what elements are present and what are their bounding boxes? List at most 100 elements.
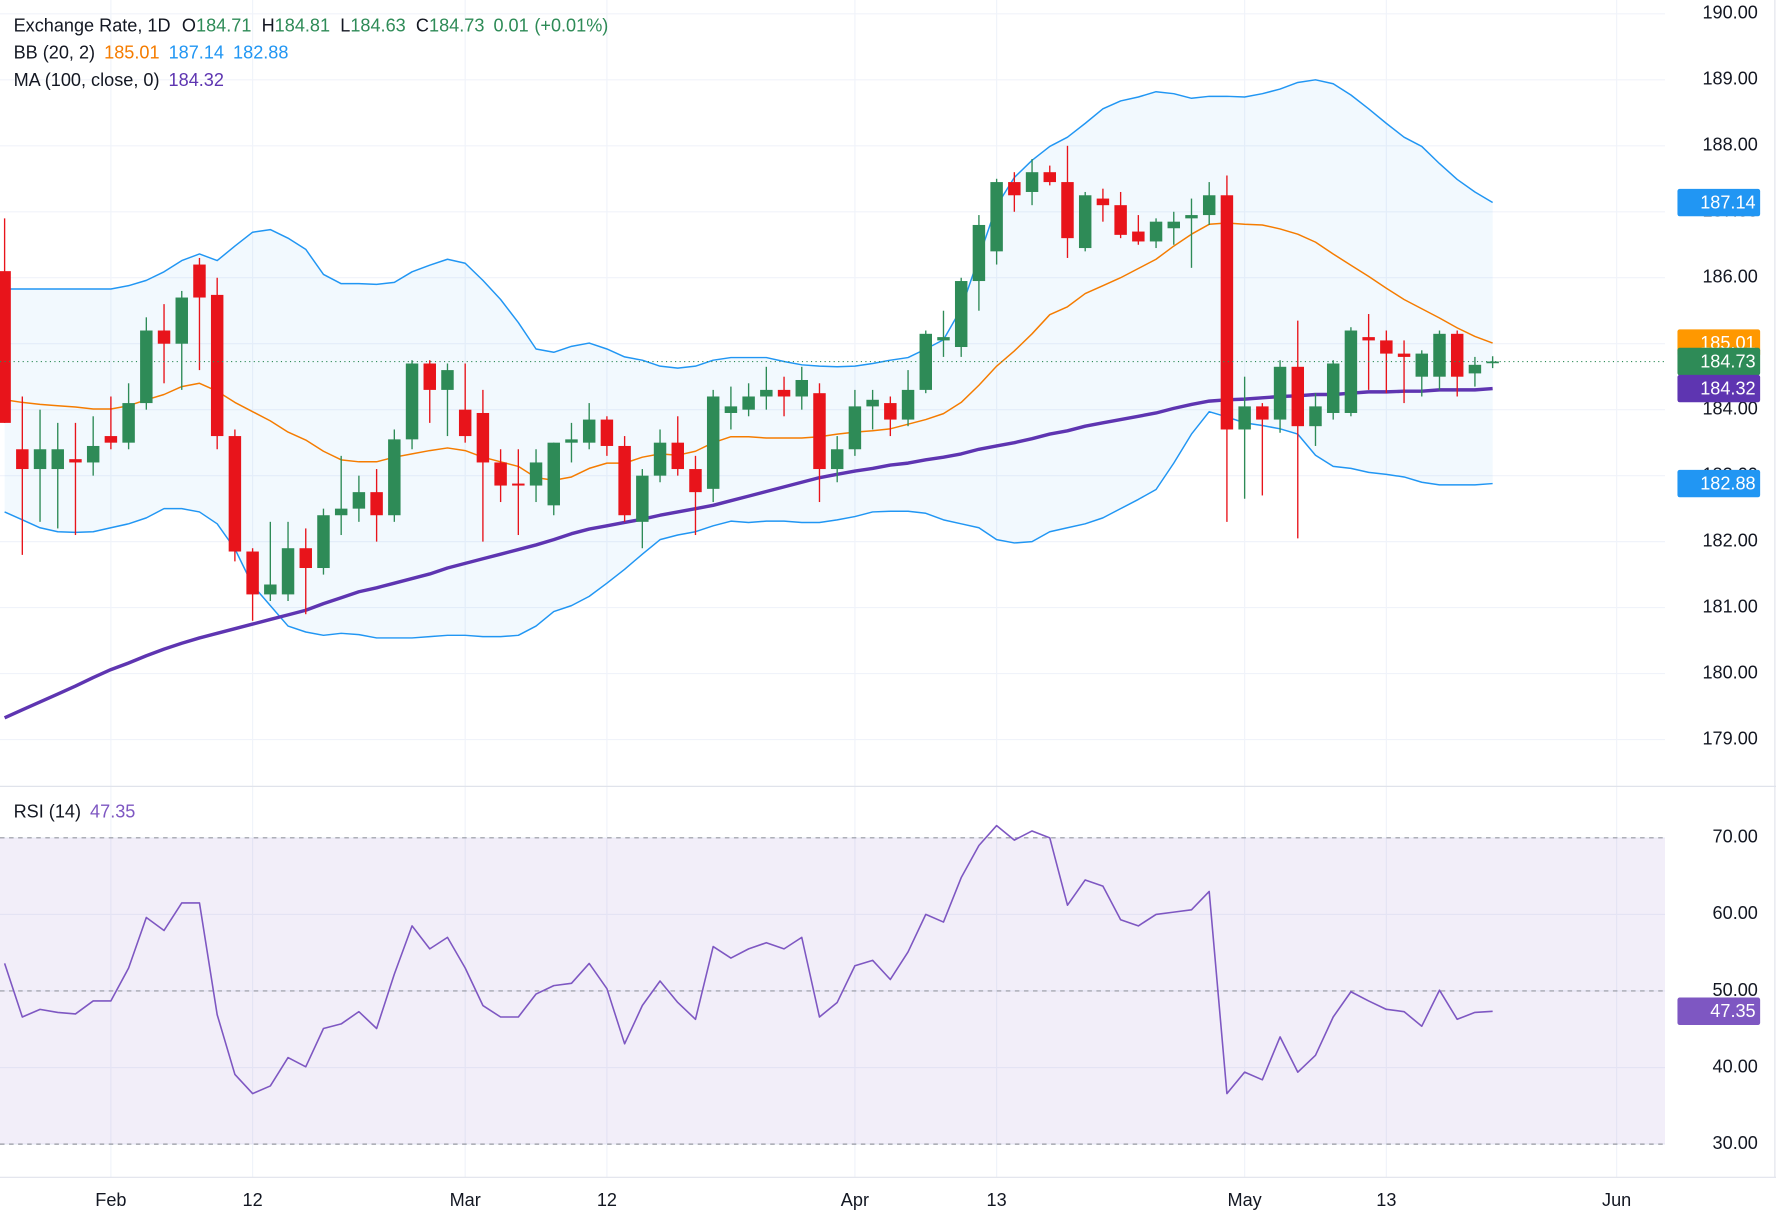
y-tick-label: 186.00 xyxy=(1702,267,1757,287)
candle-body xyxy=(760,389,773,397)
candle-body xyxy=(1167,221,1181,229)
candle-body xyxy=(742,396,755,410)
candle-body xyxy=(1043,172,1056,183)
candle-body xyxy=(777,389,791,397)
candle-body xyxy=(157,330,171,344)
price-badge-label: 187.14 xyxy=(1700,192,1755,212)
candle-body xyxy=(954,281,968,348)
candle-body xyxy=(228,436,242,552)
candle-body xyxy=(937,337,950,341)
candle-body xyxy=(317,515,330,569)
candle-body xyxy=(281,548,295,595)
candle-body xyxy=(1291,366,1305,427)
candle-body xyxy=(405,363,419,440)
candle-body xyxy=(441,370,454,390)
candle-body xyxy=(476,412,490,463)
legend-text: 184.73 xyxy=(429,15,484,35)
candle-body xyxy=(1256,406,1269,420)
candle-body xyxy=(512,483,525,486)
rsi-tick-label: 40.00 xyxy=(1713,1056,1758,1076)
legend-text: 184.81 xyxy=(275,15,330,35)
x-tick-label: Mar xyxy=(450,1190,481,1210)
y-tick-label: 189.00 xyxy=(1702,69,1757,89)
candle-body xyxy=(1433,333,1446,377)
candle-body xyxy=(299,548,312,569)
candle-body xyxy=(1114,205,1127,235)
legend-text: C xyxy=(416,15,429,35)
y-tick-label: 179.00 xyxy=(1702,728,1757,748)
candle-body xyxy=(352,492,366,509)
x-tick-label: 12 xyxy=(597,1190,617,1210)
candle-body xyxy=(334,508,348,516)
legend-text: 184.32 xyxy=(169,70,224,90)
candle-body xyxy=(1397,353,1411,357)
legend-text: L xyxy=(340,15,350,35)
legend-text: 184.63 xyxy=(350,15,405,35)
y-tick-label: 188.00 xyxy=(1702,135,1757,155)
candle-body xyxy=(423,363,436,390)
price-badge xyxy=(1677,469,1761,498)
header-rsi: RSI (14) 47.35 xyxy=(14,801,136,821)
y-tick-label: 182.00 xyxy=(1702,530,1757,550)
candle-body xyxy=(246,551,259,595)
candle-body xyxy=(901,389,915,420)
candle-body xyxy=(1185,215,1198,219)
candle-body xyxy=(830,449,844,470)
candle-body xyxy=(1486,361,1499,364)
x-tick-label: Feb xyxy=(95,1190,126,1210)
candle-body xyxy=(919,333,932,390)
candle-body xyxy=(1450,333,1464,377)
candle-body xyxy=(1220,195,1234,430)
candle-body xyxy=(1078,195,1092,249)
legend-text: RSI (14) xyxy=(14,801,81,821)
legend-text: (+0.01%) xyxy=(534,15,608,35)
candle-body xyxy=(86,445,100,463)
y-tick-label: 180.00 xyxy=(1702,662,1757,682)
header-ma: MA (100, close, 0) 184.32 xyxy=(14,70,224,90)
bb-upper-line xyxy=(4,79,1494,369)
legend-text: Exchange Rate, 1D xyxy=(14,15,171,35)
candle-body xyxy=(1326,363,1340,413)
legend-text: H xyxy=(262,15,275,35)
candle-body xyxy=(724,406,738,413)
rsi-tick-label: 60.00 xyxy=(1713,903,1758,923)
candle-body xyxy=(706,396,720,489)
bb-basis-line xyxy=(4,222,1493,482)
price-badge-label: 184.32 xyxy=(1700,378,1755,398)
rsi-tick-label: 30.00 xyxy=(1713,1133,1758,1153)
candle-body xyxy=(1344,330,1358,413)
legend-text: 182.88 xyxy=(233,42,288,62)
legend-text: BB (20, 2) xyxy=(14,42,96,62)
candle-body xyxy=(547,442,560,506)
candle-body xyxy=(1415,353,1429,377)
candle-body xyxy=(689,469,702,493)
candle-body xyxy=(210,294,224,437)
candle-body xyxy=(51,449,64,470)
rsi-tick-label: 70.00 xyxy=(1713,827,1758,847)
candle-body xyxy=(1468,364,1482,374)
candle-body xyxy=(1008,182,1021,196)
candle-body xyxy=(884,403,897,420)
legend-text: 184.71 xyxy=(196,15,251,35)
candle-body xyxy=(529,462,543,486)
candle-body xyxy=(1309,406,1322,427)
legend-text: MA (100, close, 0) xyxy=(14,70,160,90)
x-tick-label: 12 xyxy=(243,1190,263,1210)
candle-body xyxy=(653,442,667,476)
candle-body xyxy=(600,419,614,446)
candle-body xyxy=(370,492,383,516)
rsi-line xyxy=(3,824,1493,1095)
price-badge-label: 184.73 xyxy=(1700,351,1755,371)
y-tick-label: 190.00 xyxy=(1702,3,1757,23)
candle-body xyxy=(1202,195,1216,216)
candle-body xyxy=(671,442,684,470)
candle-body xyxy=(69,459,82,463)
candle-body xyxy=(1025,172,1039,192)
candle-body xyxy=(1380,340,1393,354)
legend-text: 47.35 xyxy=(90,801,135,821)
candle-body xyxy=(494,462,507,486)
y-tick-label: 181.00 xyxy=(1702,596,1757,616)
candle-body xyxy=(795,379,808,397)
x-tick-label: 13 xyxy=(987,1190,1007,1210)
